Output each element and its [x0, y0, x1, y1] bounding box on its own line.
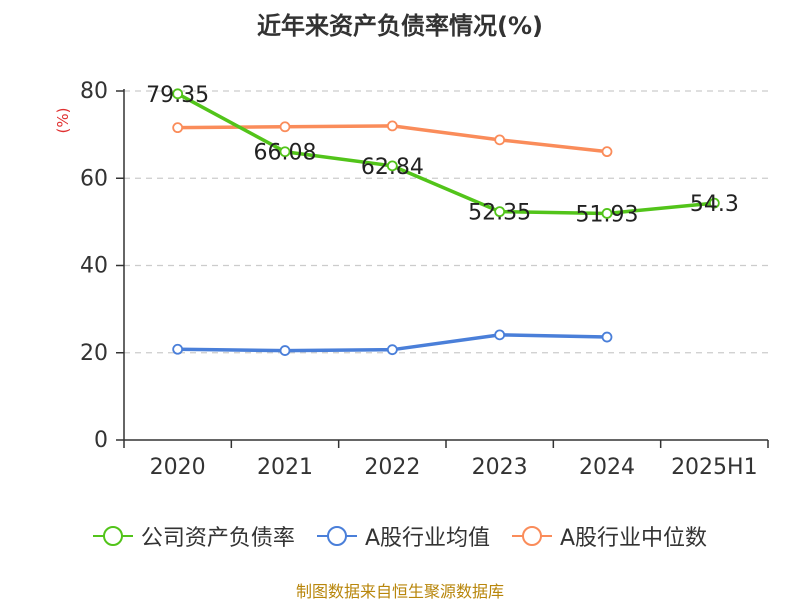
legend-swatch — [512, 526, 552, 546]
legend-label: A股行业中位数 — [560, 526, 708, 551]
data-point — [279, 345, 291, 356]
legend-marker — [102, 526, 123, 546]
data-point — [386, 160, 398, 172]
data-label: 66.08 — [254, 141, 317, 166]
legend-swatch — [92, 526, 133, 546]
y-tick-label: 20 — [80, 341, 108, 366]
data-point — [494, 134, 506, 146]
x-tick-label: 2023 — [472, 455, 528, 480]
legend-label: A股行业均值 — [364, 526, 490, 551]
data-label: 52.35 — [468, 201, 531, 226]
data-label: 54.3 — [690, 192, 739, 217]
axes: 0 20 40 60 80 2020 2021 2022 2023 2024 2025H1 (%) — [54, 79, 769, 480]
y-tick-label: 60 — [80, 166, 108, 191]
data-labels: 79.35 66.08 62.84 52.35 51.93 54.3 — [146, 83, 739, 228]
data-point — [172, 343, 184, 355]
legend-item[interactable]: A股行业均值 — [316, 520, 490, 552]
data-point — [386, 120, 398, 132]
data-label: 51.93 — [576, 202, 639, 227]
y-axis-label: (%) — [54, 108, 72, 134]
data-point — [494, 329, 506, 341]
x-tick-label: 2024 — [579, 455, 635, 480]
data-point — [172, 88, 184, 100]
chart-title: 近年来资产负债率情况(%) — [257, 12, 543, 40]
series-line-1 — [176, 92, 715, 216]
data-point — [172, 122, 184, 134]
data-point — [279, 121, 291, 133]
data-label: 79.35 — [146, 83, 209, 108]
data-point — [494, 206, 506, 218]
y-tick-label: 80 — [80, 79, 108, 104]
data-point — [601, 208, 613, 219]
legend-swatch — [316, 526, 357, 546]
grid-lines — [124, 90, 768, 354]
legend: 公司资产负债率 A股行业均值 A股行业中位数 — [0, 520, 800, 552]
data-point — [386, 344, 398, 356]
data-label: 62.84 — [361, 155, 424, 180]
legend-marker — [522, 526, 542, 546]
x-tick-label: 2022 — [364, 455, 420, 480]
legend-item[interactable]: 公司资产负债率 — [92, 520, 295, 552]
legend-marker — [326, 526, 347, 546]
data-point — [601, 146, 613, 158]
source-note: 制图数据来自恒生聚源数据库 — [295, 582, 504, 601]
y-tick-label: 40 — [80, 254, 108, 279]
x-tick-label: 2025H1 — [671, 455, 758, 480]
y-tick-label: 0 — [94, 428, 108, 453]
data-point — [601, 331, 613, 343]
series-lines — [172, 88, 720, 356]
data-point — [279, 146, 291, 158]
legend-label: 公司资产负债率 — [140, 526, 295, 551]
legend-item[interactable]: A股行业中位数 — [512, 520, 707, 552]
x-tick-label: 2021 — [257, 455, 313, 480]
data-point — [708, 197, 720, 209]
x-tick-label: 2020 — [150, 455, 206, 480]
